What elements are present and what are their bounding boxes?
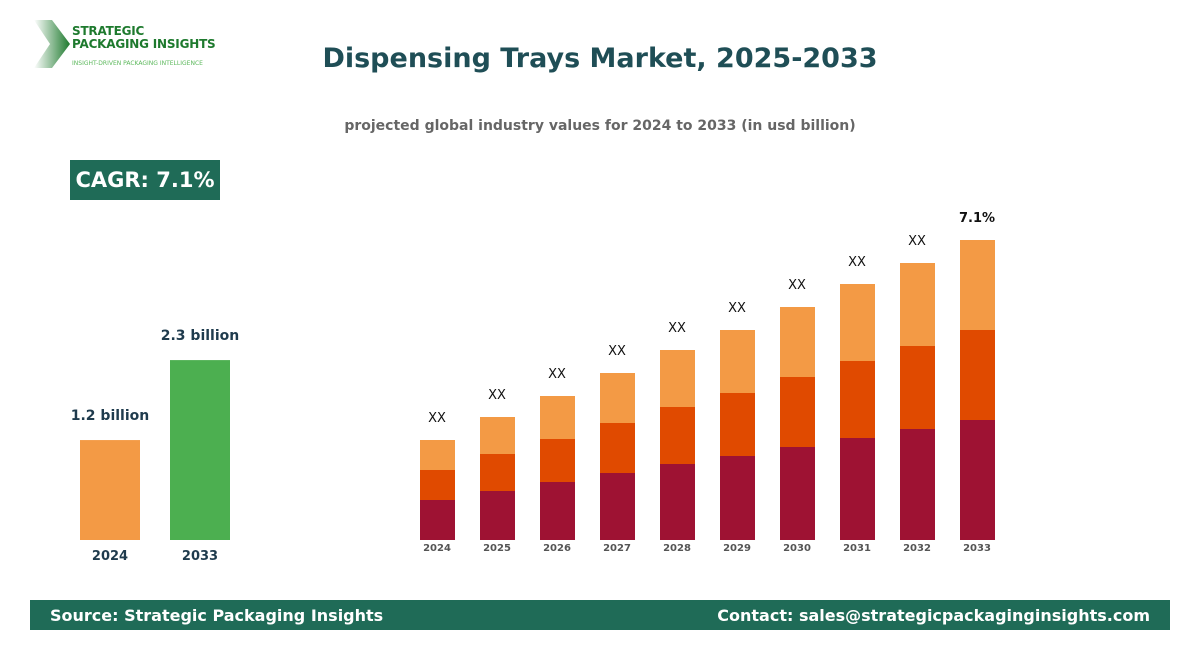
bar-segment-2032-0 bbox=[900, 429, 935, 540]
bar-segment-2028-1 bbox=[660, 407, 695, 464]
bar-segment-2024-2 bbox=[420, 440, 455, 470]
data-label-2025: XX bbox=[488, 388, 506, 403]
data-label-2029: XX bbox=[728, 301, 746, 316]
x-tick-2033: 2033 bbox=[182, 549, 218, 564]
x-tick-2028: 2028 bbox=[663, 543, 691, 554]
data-label-2026: XX bbox=[548, 367, 566, 382]
x-tick-2033: 2033 bbox=[963, 543, 991, 554]
source-text: Source: Strategic Packaging Insights bbox=[50, 605, 384, 625]
bar-segment-2029-0 bbox=[720, 456, 755, 540]
data-label-2033: 7.1% bbox=[959, 211, 995, 226]
charts: 1.2 billion 2024 2.3 billion 2033 XX 2024 XX 20… bbox=[71, 211, 995, 564]
x-tick-2026: 2026 bbox=[543, 543, 571, 554]
bar-segment-2028-2 bbox=[660, 350, 695, 407]
bar-segment-2032-1 bbox=[900, 346, 935, 429]
logo-line1: STRATEGIC bbox=[72, 24, 145, 38]
bar-segment-2029-2 bbox=[720, 330, 755, 393]
x-tick-2024: 2024 bbox=[423, 543, 451, 554]
bar-segment-2026-0 bbox=[540, 482, 575, 540]
contact-email[interactable]: Contact: sales@strategicpackaginginsight… bbox=[717, 605, 1150, 625]
x-tick-2029: 2029 bbox=[723, 543, 751, 554]
bar-segment-2027-0 bbox=[600, 473, 635, 540]
data-label-2024: 1.2 billion bbox=[71, 408, 149, 424]
bar-2024 bbox=[80, 440, 140, 540]
x-tick-2031: 2031 bbox=[843, 543, 871, 554]
x-tick-2032: 2032 bbox=[903, 543, 931, 554]
data-label-2028: XX bbox=[668, 321, 686, 336]
footer: Source: Strategic Packaging Insights Con… bbox=[30, 600, 1170, 630]
bar-segment-2033-1 bbox=[960, 330, 995, 420]
bar-segment-2024-0 bbox=[420, 500, 455, 540]
bar-segment-2027-1 bbox=[600, 423, 635, 473]
bar-segment-2033-2 bbox=[960, 240, 995, 330]
data-label-2024: XX bbox=[428, 411, 446, 426]
bar-2033 bbox=[170, 360, 230, 540]
chevron-logo-icon bbox=[34, 20, 70, 68]
bar-segment-2030-2 bbox=[780, 307, 815, 377]
bar-segment-2031-0 bbox=[840, 438, 875, 540]
data-label-2031: XX bbox=[848, 255, 866, 270]
bar-segment-2031-2 bbox=[840, 284, 875, 361]
x-tick-2030: 2030 bbox=[783, 543, 811, 554]
x-tick-2025: 2025 bbox=[483, 543, 511, 554]
bar-segment-2032-2 bbox=[900, 263, 935, 346]
bar-segment-2025-1 bbox=[480, 454, 515, 491]
x-tick-2027: 2027 bbox=[603, 543, 631, 554]
bar-segment-2030-1 bbox=[780, 377, 815, 447]
page-title: Dispensing Trays Market, 2025-2033 bbox=[322, 43, 878, 74]
page-subtitle: projected global industry values for 202… bbox=[344, 118, 856, 134]
bar-segment-2028-0 bbox=[660, 464, 695, 540]
bar-segment-2031-1 bbox=[840, 361, 875, 438]
cagr-badge: CAGR: 7.1% bbox=[70, 160, 220, 200]
bar-segment-2025-2 bbox=[480, 417, 515, 454]
logo: STRATEGIC PACKAGING INSIGHTS INSIGHT-DRI… bbox=[32, 18, 222, 72]
logo-tagline: INSIGHT-DRIVEN PACKAGING INTELLIGENCE bbox=[72, 60, 203, 67]
bar-segment-2026-2 bbox=[540, 396, 575, 439]
bar-segment-2033-0 bbox=[960, 420, 995, 540]
data-label-2032: XX bbox=[908, 234, 926, 249]
bar-segment-2026-1 bbox=[540, 439, 575, 482]
bar-segment-2024-1 bbox=[420, 470, 455, 500]
x-tick-2024: 2024 bbox=[92, 549, 128, 564]
data-label-2030: XX bbox=[788, 278, 806, 293]
data-label-2027: XX bbox=[608, 344, 626, 359]
data-label-2033: 2.3 billion bbox=[161, 328, 239, 344]
bar-segment-2029-1 bbox=[720, 393, 755, 456]
logo-line2: PACKAGING INSIGHTS bbox=[72, 37, 216, 51]
bar-segment-2025-0 bbox=[480, 491, 515, 540]
bar-segment-2027-2 bbox=[600, 373, 635, 423]
bar-segment-2030-0 bbox=[780, 447, 815, 540]
